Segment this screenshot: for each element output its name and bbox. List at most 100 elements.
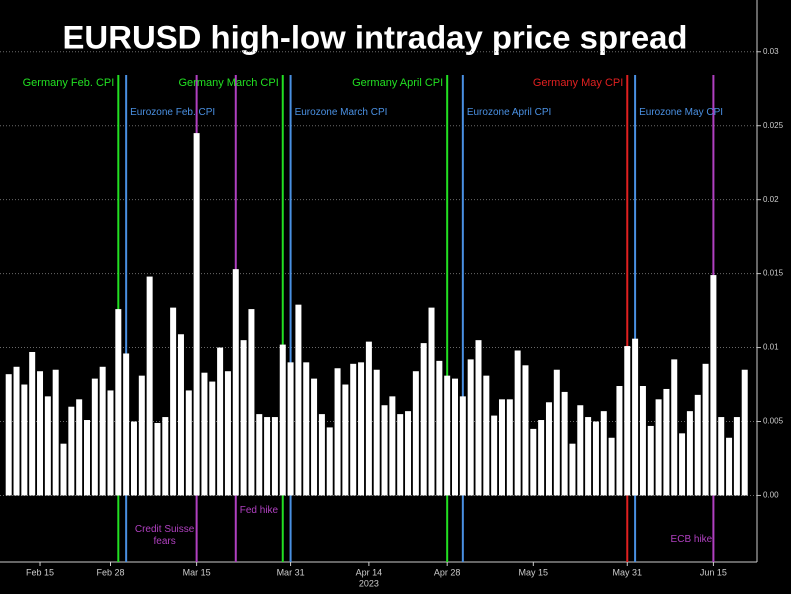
bar	[170, 307, 177, 496]
bar	[726, 437, 733, 496]
bar	[177, 334, 184, 496]
bar	[37, 371, 44, 496]
bar	[68, 406, 75, 496]
bar	[452, 378, 459, 496]
bar	[538, 420, 545, 496]
bar	[264, 417, 271, 496]
event-label: Eurozone Feb. CPI	[130, 107, 216, 118]
bar	[436, 360, 443, 496]
x-tick-label: Jun 15	[700, 567, 727, 577]
bar	[99, 366, 106, 496]
bar	[334, 368, 341, 496]
bar	[600, 411, 607, 496]
bar	[710, 275, 717, 496]
bar	[256, 414, 263, 496]
bar	[146, 276, 153, 496]
bar	[154, 422, 161, 496]
bar	[561, 391, 568, 496]
bar	[209, 381, 216, 496]
bar	[655, 399, 662, 496]
bar	[679, 433, 686, 496]
y-tick-label: 0.00	[763, 491, 779, 500]
event-label: Germany Feb. CPI	[22, 77, 115, 89]
x-tick-label: Feb 28	[96, 567, 124, 577]
bar	[44, 396, 51, 496]
event-label: ECB hike	[670, 534, 713, 545]
bar	[663, 388, 670, 496]
x-year-label: 2023	[359, 578, 379, 588]
bar	[498, 399, 505, 496]
bar	[13, 366, 20, 496]
bar	[162, 417, 169, 496]
bar	[130, 421, 137, 496]
y-tick-label: 0.005	[763, 417, 784, 426]
event-label: Fed hike	[239, 505, 279, 516]
bar	[506, 399, 513, 496]
event-label: Germany March CPI	[178, 77, 279, 89]
bar	[201, 372, 208, 496]
bar	[545, 402, 552, 496]
bar	[522, 365, 529, 496]
bar	[107, 390, 114, 496]
bar	[138, 375, 145, 496]
bar	[303, 362, 310, 496]
bar	[397, 414, 404, 496]
x-tick-label: Mar 15	[183, 567, 211, 577]
bar	[350, 363, 357, 496]
x-tick-label: Apr 28	[434, 567, 461, 577]
bar	[84, 420, 90, 496]
bar	[279, 344, 286, 496]
event-label: Germany May CPI	[532, 77, 624, 89]
x-tick-label: May 31	[613, 567, 643, 577]
y-tick-label: 0.03	[763, 47, 779, 56]
bar	[185, 390, 192, 496]
bar	[616, 386, 623, 496]
y-tick-label: 0.015	[763, 269, 784, 278]
bar	[741, 369, 748, 496]
bar	[405, 411, 412, 496]
bar	[365, 341, 372, 496]
bar	[287, 362, 294, 496]
bar	[444, 375, 451, 496]
event-label: Eurozone April CPI	[466, 107, 552, 118]
bar	[389, 396, 396, 496]
bar	[491, 415, 498, 496]
x-tick-label: Feb 15	[26, 567, 54, 577]
y-tick-label: 0.01	[763, 343, 779, 352]
bar	[52, 369, 59, 496]
bar	[428, 307, 435, 496]
bar	[193, 133, 200, 496]
bar	[248, 309, 255, 496]
event-label: Eurozone May CPI	[639, 107, 724, 118]
bar	[91, 378, 98, 496]
bar	[639, 386, 646, 496]
bar	[592, 421, 599, 496]
bar	[459, 396, 466, 496]
bar	[76, 399, 83, 496]
bar	[553, 369, 560, 496]
event-label: Credit Suisse fears	[134, 524, 195, 547]
bar	[569, 443, 576, 496]
bar	[702, 363, 709, 496]
bar	[29, 351, 36, 496]
bar	[358, 362, 365, 496]
bar	[271, 417, 278, 496]
bar	[381, 405, 388, 496]
bar	[5, 374, 12, 496]
bar	[483, 375, 490, 496]
chart-title: EURUSD high-low intraday price spread	[63, 19, 688, 55]
bar	[671, 359, 678, 496]
bar	[224, 371, 231, 496]
bar	[240, 340, 247, 496]
bar	[530, 428, 537, 496]
bar	[217, 347, 224, 496]
event-label: Germany April CPI	[352, 77, 444, 89]
bar	[467, 359, 474, 496]
bar	[318, 414, 325, 496]
x-tick-label: May 15	[519, 567, 549, 577]
y-tick-label: 0.02	[763, 195, 779, 204]
bar	[295, 304, 302, 496]
bar	[123, 353, 130, 496]
bar	[326, 427, 333, 496]
